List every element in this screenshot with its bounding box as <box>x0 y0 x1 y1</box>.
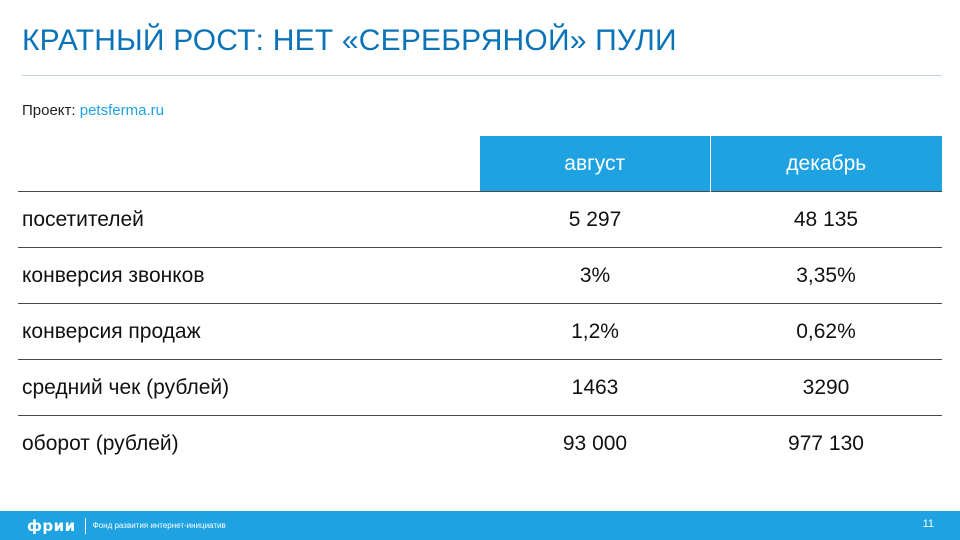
table-row: конверсия продаж 1,2% 0,62% <box>18 303 942 360</box>
table-row: конверсия звонков 3% 3,35% <box>18 247 942 304</box>
table-header-row: август декабрь <box>18 136 942 192</box>
row-label: посетителей <box>18 191 480 248</box>
row-label: средний чек (рублей) <box>18 359 480 416</box>
cell-december: 48 135 <box>710 191 942 248</box>
logo-mark: фрии <box>27 516 76 535</box>
cell-august: 1,2% <box>480 303 710 360</box>
row-label: оборот (рублей) <box>22 431 179 455</box>
logo-separator <box>84 517 86 534</box>
page-number: 11 <box>922 518 934 530</box>
project-line: Проект: petsferma.ru <box>22 102 164 119</box>
frii-logo: фрии Фонд развития интернет-инициатив <box>27 516 226 535</box>
cell-august: 3% <box>480 247 710 304</box>
header-august: август <box>480 136 710 192</box>
cell-august: 93 000 <box>562 431 628 455</box>
table-row: оборот (рублей) 93 000 977 130 <box>18 416 942 472</box>
logo-text: Фонд развития интернет-инициатив <box>92 521 226 530</box>
header-december: декабрь <box>709 136 942 192</box>
footer-bar: фрии Фонд развития интернет-инициатив 11 <box>0 511 960 540</box>
title-divider <box>22 75 942 76</box>
table-row: средний чек (рублей) 1463 3290 <box>18 359 942 416</box>
table-row: посетителей 5 297 48 135 <box>18 191 942 248</box>
row-label: конверсия продаж <box>18 303 480 360</box>
cell-december: 3290 <box>710 359 942 416</box>
cell-december: 977 130 <box>788 431 864 455</box>
project-link: petsferma.ru <box>79 102 164 119</box>
cell-december: 3,35% <box>710 247 942 304</box>
header-blank <box>18 136 480 192</box>
cell-august: 1463 <box>480 359 710 416</box>
cell-december: 0,62% <box>710 303 942 360</box>
project-label: Проект: <box>22 102 76 119</box>
cell-august: 5 297 <box>480 191 710 248</box>
metrics-table: август декабрь посетителей 5 297 48 135 … <box>18 136 942 471</box>
row-label: конверсия звонков <box>18 247 480 304</box>
page-title: КРАТНЫЙ РОСТ: НЕТ «СЕРЕБРЯНОЙ» ПУЛИ <box>22 24 677 57</box>
